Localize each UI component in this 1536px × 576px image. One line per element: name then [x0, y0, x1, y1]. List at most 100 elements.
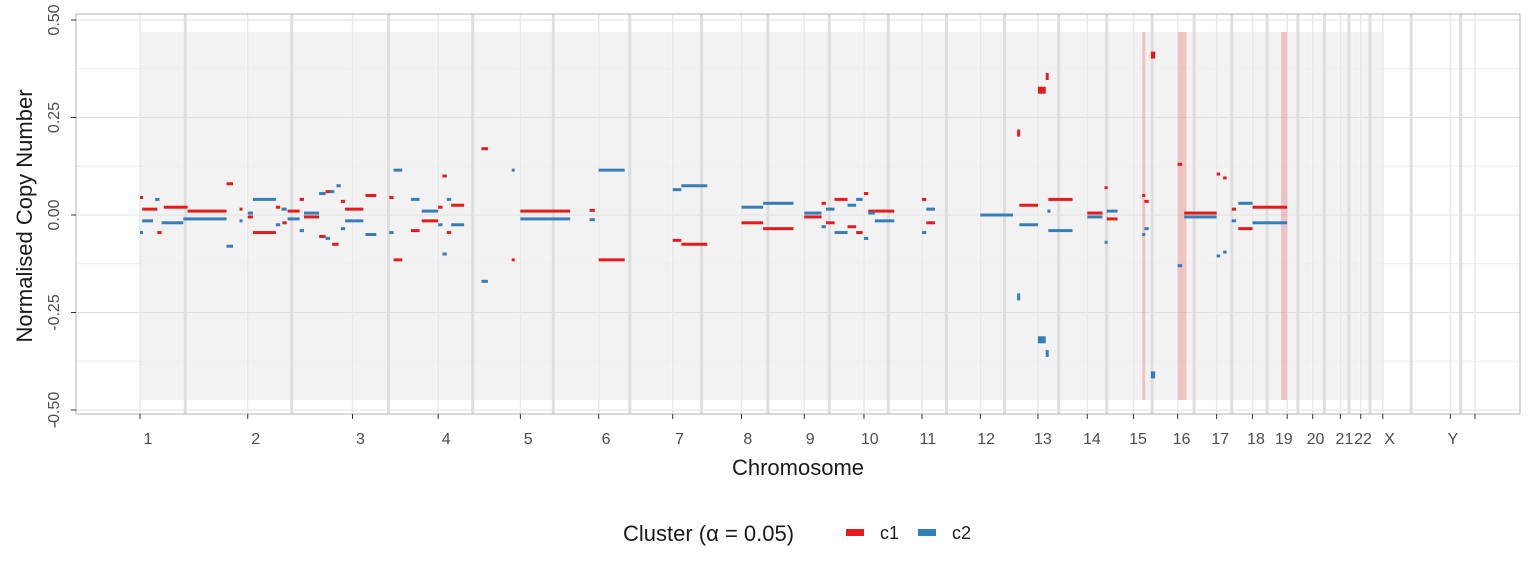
- x-axis-title: Chromosome: [732, 455, 864, 480]
- segment-c1-29: [481, 147, 488, 151]
- segment-c2-46: [868, 211, 875, 215]
- segment-c1-42: [847, 225, 857, 229]
- segment-c1-36: [741, 221, 764, 225]
- segment-c2-60: [1142, 233, 1146, 236]
- segment-c2-38: [763, 201, 794, 205]
- segment-c2-24: [410, 197, 420, 201]
- segment-c1-50: [1017, 129, 1021, 137]
- segment-c1-10: [282, 221, 287, 225]
- segment-c1-24: [421, 219, 439, 223]
- segment-c1-57: [1104, 186, 1108, 190]
- chrom-shade-20: [1312, 32, 1340, 400]
- chrom-shade-8: [741, 32, 804, 400]
- segment-c2-3: [161, 221, 184, 225]
- segment-c2-0: [140, 231, 143, 235]
- x-tick-label-14: 14: [1083, 431, 1101, 448]
- highlight-region-0: [1142, 32, 1146, 400]
- segment-c1-26: [442, 174, 447, 178]
- x-tick-label-15: 15: [1129, 431, 1147, 448]
- segment-c1-33: [598, 258, 625, 262]
- segment-c2-32: [520, 217, 571, 221]
- segment-c1-63: [1184, 211, 1217, 215]
- segment-c1-68: [1252, 205, 1288, 209]
- x-tick-label-2: 2: [251, 431, 260, 448]
- segment-c2-63: [1177, 264, 1183, 268]
- segment-c1-11: [287, 209, 300, 213]
- segment-c1-28: [451, 203, 465, 207]
- segment-c1-52: [1037, 86, 1046, 94]
- segment-c1-1: [142, 207, 158, 211]
- segment-c1-2: [157, 231, 162, 235]
- x-tick-label-18: 18: [1247, 431, 1265, 448]
- segment-c1-9: [275, 205, 281, 209]
- segment-c2-33: [589, 218, 595, 222]
- x-tick-label-4: 4: [442, 431, 451, 448]
- segment-c2-44: [856, 197, 863, 201]
- segment-c1-56: [1087, 211, 1103, 215]
- segment-c2-11: [287, 217, 300, 221]
- chrom-shade-19: [1287, 32, 1312, 400]
- segment-c2-18: [340, 227, 346, 231]
- segment-c2-21: [365, 233, 377, 236]
- legend-label-c2: c2: [952, 523, 971, 543]
- segment-c2-27: [442, 252, 447, 256]
- segment-c2-50: [980, 213, 1013, 217]
- highlight-region-layer: [1142, 32, 1288, 400]
- segment-c2-30: [481, 279, 488, 283]
- x-tick-label-1: 1: [144, 431, 153, 448]
- segment-c1-22: [393, 258, 403, 262]
- x-tick-label-Y: Y: [1447, 431, 1458, 448]
- segment-c1-58: [1106, 217, 1118, 221]
- segment-c2-68: [1238, 201, 1253, 205]
- segment-c2-12: [299, 229, 305, 233]
- y-tick-label: -0.25: [46, 294, 63, 331]
- segment-c2-4: [183, 217, 227, 221]
- legend-key-c2: [918, 529, 936, 536]
- chromosome-boundary-layer: [139, 14, 1476, 414]
- chromosome-shading-layer: [140, 32, 1382, 400]
- x-tick-label-21: 21: [1336, 431, 1354, 448]
- segment-c2-65: [1216, 254, 1221, 258]
- x-tick-label-20: 20: [1307, 431, 1325, 448]
- segment-c1-61: [1150, 51, 1156, 59]
- x-tick-label-16: 16: [1173, 431, 1191, 448]
- segment-c1-34: [672, 238, 682, 242]
- segment-c1-31: [520, 209, 571, 213]
- segment-c1-51: [1019, 203, 1038, 207]
- segment-c1-38: [804, 215, 822, 219]
- segment-c1-64: [1216, 172, 1221, 176]
- x-tick-label-19: 19: [1275, 431, 1293, 448]
- segment-c1-47: [921, 197, 927, 201]
- legend-label-c1: c1: [880, 523, 899, 543]
- segment-c2-2: [155, 197, 160, 201]
- segment-c2-61: [1144, 227, 1149, 231]
- y-tick-label: 0.25: [46, 102, 63, 133]
- x-tick-label-11: 11: [919, 431, 936, 448]
- segment-c2-52: [1019, 223, 1038, 227]
- segment-c2-49: [926, 207, 935, 211]
- segment-c2-19: [345, 219, 353, 223]
- y-tick-label: -0.50: [46, 392, 63, 429]
- legend: Cluster (α = 0.05) c1 c2: [623, 521, 971, 546]
- segment-c1-3: [163, 205, 188, 209]
- segment-c2-62: [1150, 371, 1156, 379]
- segment-c1-41: [834, 197, 848, 201]
- segment-c2-15: [325, 236, 330, 240]
- segment-c1-16: [332, 242, 339, 246]
- chrom-shade-11: [921, 32, 980, 400]
- x-tick-label-9: 9: [806, 431, 815, 448]
- segment-c2-23: [393, 168, 403, 172]
- segment-c1-53: [1045, 73, 1049, 81]
- segment-c1-25: [438, 205, 443, 209]
- segment-c2-36: [681, 184, 708, 188]
- segment-c2-20: [352, 219, 364, 223]
- segment-c1-8: [252, 231, 276, 235]
- segment-c2-37: [741, 205, 764, 209]
- chrom-shade-2: [247, 32, 352, 400]
- segment-c2-58: [1104, 240, 1108, 244]
- segment-c2-67: [1231, 219, 1237, 223]
- segment-c1-7: [247, 215, 253, 219]
- x-tick-label-22: 22: [1354, 431, 1372, 448]
- x-axis: 1 2 3 4 5 6 7 8 9 10 11 12 13 14 15 16 17 18 19 20 21 22 X Y: [139, 414, 1476, 448]
- grid-layer: [76, 19, 1520, 411]
